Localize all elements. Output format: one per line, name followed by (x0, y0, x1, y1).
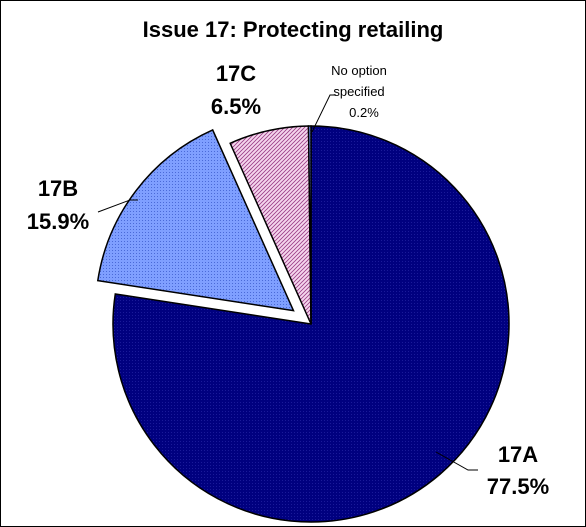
pie-slice-17b (96, 128, 295, 312)
pie-slice-no-option (307, 125, 312, 325)
slice-name-17b: 17B (38, 176, 78, 201)
slice-value-no-option: 0.2% (349, 105, 379, 120)
leader-line-no-option (311, 94, 336, 133)
leader-line-17a (435, 451, 478, 471)
slice-label-17b: 17B 15.9% (27, 176, 89, 234)
slice-value-17c: 6.5% (211, 94, 261, 119)
slice-label-17a: 17A 77.5% (487, 442, 549, 499)
slice-label-17c: 17C 6.5% (211, 61, 261, 119)
slice-name-17c: 17C (216, 61, 256, 86)
pie-slices (96, 125, 510, 523)
leader-line-17b (97, 199, 138, 213)
slice-name-no-option-line2: specified (333, 84, 384, 99)
slice-value-17a: 77.5% (487, 474, 549, 499)
slice-label-no-option: No option specified 0.2% (331, 63, 387, 120)
slice-value-17b: 15.9% (27, 209, 89, 234)
slice-name-no-option-line1: No option (331, 63, 387, 78)
slice-name-17a: 17A (498, 442, 538, 467)
chart-title: Issue 17: Protecting retailing (143, 17, 444, 42)
